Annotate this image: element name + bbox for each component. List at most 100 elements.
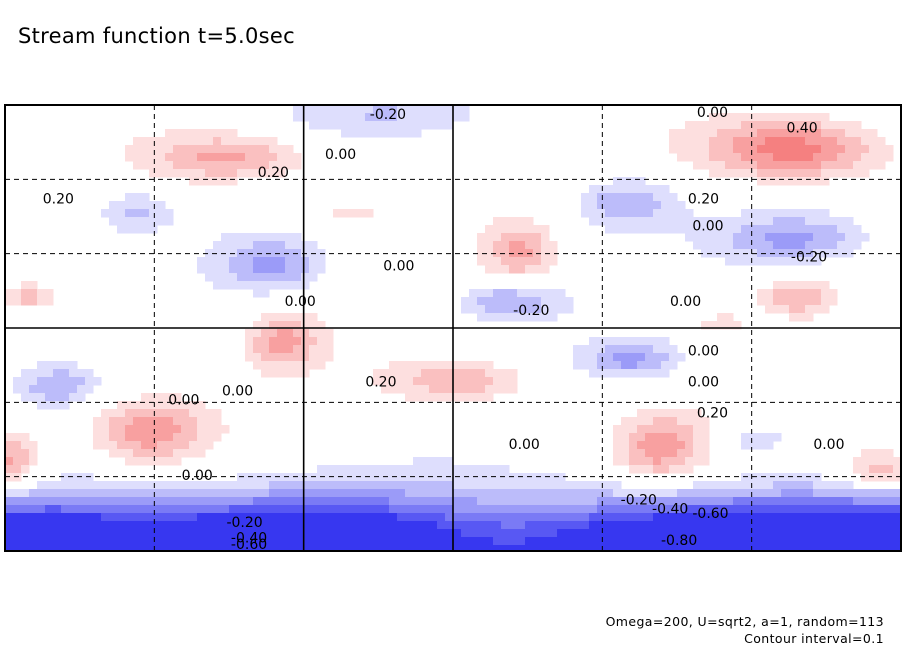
- field-cell: [365, 473, 374, 482]
- field-cell: [349, 105, 358, 114]
- contour-labels: 0.20-0.200.000.200.000.400.200.00-0.200.…: [43, 105, 845, 553]
- field-cell: [117, 513, 126, 522]
- field-cell: [277, 233, 286, 242]
- field-cell: [605, 185, 614, 194]
- field-cell: [741, 521, 750, 530]
- field-cell: [245, 521, 254, 530]
- field-cell: [429, 385, 438, 394]
- field-cell: [309, 497, 318, 506]
- field-cell: [13, 297, 22, 306]
- field-cell: [869, 505, 878, 514]
- field-cell: [373, 481, 382, 490]
- field-cell: [733, 505, 742, 514]
- field-cell: [765, 177, 774, 186]
- field-cell: [645, 417, 654, 426]
- field-cell: [717, 321, 726, 330]
- field-cell: [629, 225, 638, 234]
- field-cell: [165, 441, 174, 450]
- field-cell: [93, 425, 102, 434]
- field-cell: [725, 321, 734, 330]
- field-cell: [125, 481, 134, 490]
- field-cell: [205, 505, 214, 514]
- field-cell: [821, 225, 830, 234]
- field-cell: [309, 313, 318, 322]
- field-cell: [189, 409, 198, 418]
- field-cell: [405, 545, 414, 552]
- field-cell: [789, 121, 798, 130]
- field-cell: [53, 513, 62, 522]
- field-cell: [725, 513, 734, 522]
- field-cell: [605, 497, 614, 506]
- field-cell: [333, 465, 342, 474]
- field-cell: [173, 481, 182, 490]
- field-cell: [5, 457, 14, 466]
- field-cell: [109, 425, 118, 434]
- field-cell: [637, 497, 646, 506]
- field-cell: [197, 177, 206, 186]
- field-cell: [605, 545, 614, 552]
- field-cell: [493, 289, 502, 298]
- field-cell: [325, 465, 334, 474]
- field-cell: [517, 257, 526, 266]
- field-cell: [197, 257, 206, 266]
- field-cell: [269, 321, 278, 330]
- field-cell: [805, 241, 814, 250]
- field-cell: [797, 177, 806, 186]
- field-cell: [341, 113, 350, 122]
- field-cell: [117, 521, 126, 530]
- field-cell: [613, 361, 622, 370]
- field-cell: [61, 369, 70, 378]
- field-cell: [285, 233, 294, 242]
- field-cell: [173, 401, 182, 410]
- field-cell: [133, 537, 142, 546]
- field-cell: [485, 225, 494, 234]
- field-cell: [685, 121, 694, 130]
- field-cell: [805, 169, 814, 178]
- field-cell: [597, 529, 606, 538]
- field-cell: [317, 465, 326, 474]
- field-cell: [509, 385, 518, 394]
- field-cell: [701, 145, 710, 154]
- field-cell: [813, 169, 822, 178]
- field-cell: [181, 169, 190, 178]
- field-cell: [77, 481, 86, 490]
- field-cell: [141, 217, 150, 226]
- field-cell: [229, 137, 238, 146]
- field-cell: [221, 273, 230, 282]
- field-cell: [133, 441, 142, 450]
- field-cell: [637, 209, 646, 218]
- field-cell: [717, 233, 726, 242]
- field-cell: [165, 217, 174, 226]
- field-cell: [133, 521, 142, 530]
- field-cell: [517, 529, 526, 538]
- field-cell: [109, 513, 118, 522]
- field-cell: [589, 369, 598, 378]
- field-cell: [413, 505, 422, 514]
- field-cell: [541, 497, 550, 506]
- field-cell: [517, 289, 526, 298]
- field-cell: [573, 505, 582, 514]
- field-cell: [37, 545, 46, 552]
- field-cell: [477, 513, 486, 522]
- field-cell: [285, 529, 294, 538]
- field-cell: [173, 449, 182, 458]
- field-cell: [125, 513, 134, 522]
- field-cell: [221, 241, 230, 250]
- field-cell: [469, 489, 478, 498]
- field-cell: [501, 257, 510, 266]
- field-cell: [669, 457, 678, 466]
- field-cell: [213, 249, 222, 258]
- field-cell: [61, 385, 70, 394]
- field-cell: [381, 473, 390, 482]
- field-cell: [853, 465, 862, 474]
- field-cell: [781, 217, 790, 226]
- field-cell: [557, 521, 566, 530]
- field-cell: [789, 145, 798, 154]
- field-cell: [621, 217, 630, 226]
- field-cell: [405, 113, 414, 122]
- field-cell: [741, 433, 750, 442]
- field-cell: [733, 321, 742, 330]
- field-cell: [653, 513, 662, 522]
- field-cell: [685, 153, 694, 162]
- field-cell: [797, 481, 806, 490]
